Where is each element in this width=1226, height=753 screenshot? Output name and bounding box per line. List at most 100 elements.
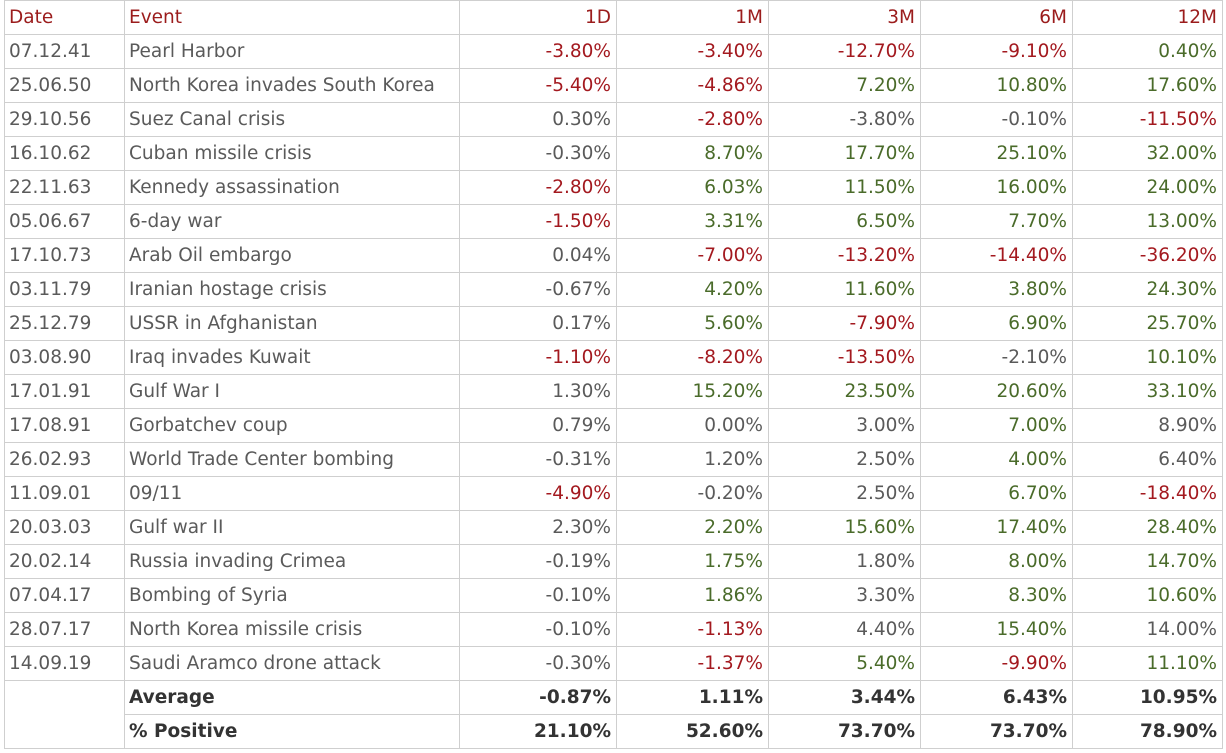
header-date: Date [4, 0, 125, 35]
cell-date: 20.03.03 [4, 510, 125, 545]
cell-m1: 3.31% [616, 204, 769, 239]
cell-m1: -4.86% [616, 68, 769, 103]
cell-date: 05.06.67 [4, 204, 125, 239]
cell-date: 03.11.79 [4, 272, 125, 307]
cell-m12: 0.40% [1072, 34, 1223, 69]
cell-d1: -0.30% [459, 136, 617, 171]
cell-d1: -0.10% [459, 612, 617, 647]
table-row: 29.10.56 Suez Canal crisis 0.30% -2.80% -3.8… [4, 102, 1223, 137]
summary-12m: 10.95% [1072, 680, 1223, 715]
cell-m1: 0.00% [616, 408, 769, 443]
cell-m6: 4.00% [920, 442, 1073, 477]
cell-m1: -2.80% [616, 102, 769, 137]
cell-event: USSR in Afghanistan [124, 306, 460, 341]
cell-event: North Korea invades South Korea [124, 68, 460, 103]
cell-m6: 8.00% [920, 544, 1073, 579]
cell-date: 25.12.79 [4, 306, 125, 341]
table-row: 20.03.03 Gulf war II 2.30% 2.20% 15.60% 17.40… [4, 510, 1223, 545]
table-row: 16.10.62 Cuban missile crisis -0.30% 8.70% 1… [4, 136, 1223, 171]
cell-event: Arab Oil embargo [124, 238, 460, 273]
cell-date: 20.02.14 [4, 544, 125, 579]
cell-m6: -2.10% [920, 340, 1073, 375]
cell-m3: -13.20% [768, 238, 921, 273]
blank-cell [4, 714, 125, 749]
cell-d1: -0.10% [459, 578, 617, 613]
cell-m3: -7.90% [768, 306, 921, 341]
cell-event: Iraq invades Kuwait [124, 340, 460, 375]
cell-d1: -0.67% [459, 272, 617, 307]
cell-date: 17.10.73 [4, 238, 125, 273]
cell-m6: -14.40% [920, 238, 1073, 273]
table-row: 11.09.01 09/11 -4.90% -0.20% 2.50% 6.70% -18.4… [4, 476, 1223, 511]
cell-m6: 7.00% [920, 408, 1073, 443]
cell-date: 25.06.50 [4, 68, 125, 103]
cell-m1: -0.20% [616, 476, 769, 511]
cell-m3: 11.50% [768, 170, 921, 205]
summary-12m: 78.90% [1072, 714, 1223, 749]
cell-event: Saudi Aramco drone attack [124, 646, 460, 681]
cell-m12: 6.40% [1072, 442, 1223, 477]
cell-m3: -3.80% [768, 102, 921, 137]
cell-m3: 11.60% [768, 272, 921, 307]
cell-date: 28.07.17 [4, 612, 125, 647]
cell-m6: 6.90% [920, 306, 1073, 341]
cell-date: 17.08.91 [4, 408, 125, 443]
cell-m1: 6.03% [616, 170, 769, 205]
summary-label: % Positive [124, 714, 460, 749]
cell-m3: 6.50% [768, 204, 921, 239]
cell-m3: -13.50% [768, 340, 921, 375]
geopolitical-events-table: Date Event 1D 1M 3M 6M 12M 07.12.41 Pearl… [4, 0, 1223, 749]
cell-m1: -1.37% [616, 646, 769, 681]
cell-event: Kennedy assassination [124, 170, 460, 205]
cell-d1: 0.04% [459, 238, 617, 273]
summary-row-average: Average -0.87% 1.11% 3.44% 6.43% 10.95% [4, 680, 1223, 715]
cell-m12: 17.60% [1072, 68, 1223, 103]
cell-m3: 2.50% [768, 442, 921, 477]
summary-6m: 73.70% [920, 714, 1073, 749]
table-row: 03.11.79 Iranian hostage crisis -0.67% 4.20… [4, 272, 1223, 307]
table-row: 25.06.50 North Korea invades South Korea -… [4, 68, 1223, 103]
header-1d: 1D [459, 0, 617, 35]
cell-m12: 32.00% [1072, 136, 1223, 171]
cell-m12: 14.00% [1072, 612, 1223, 647]
cell-date: 22.11.63 [4, 170, 125, 205]
table-row: 05.06.67 6-day war -1.50% 3.31% 6.50% 7.70% 13… [4, 204, 1223, 239]
cell-m6: 6.70% [920, 476, 1073, 511]
cell-d1: 0.79% [459, 408, 617, 443]
header-12m: 12M [1072, 0, 1223, 35]
cell-m3: 15.60% [768, 510, 921, 545]
cell-d1: -5.40% [459, 68, 617, 103]
cell-d1: -1.50% [459, 204, 617, 239]
cell-d1: 0.17% [459, 306, 617, 341]
cell-m1: -8.20% [616, 340, 769, 375]
cell-m1: 15.20% [616, 374, 769, 409]
cell-m6: 7.70% [920, 204, 1073, 239]
cell-m3: 2.50% [768, 476, 921, 511]
table-row: 20.02.14 Russia invading Crimea -0.19% 1.75… [4, 544, 1223, 579]
table-row: 28.07.17 North Korea missile crisis -0.10%… [4, 612, 1223, 647]
cell-event: Gulf War I [124, 374, 460, 409]
cell-event: 09/11 [124, 476, 460, 511]
cell-m1: -7.00% [616, 238, 769, 273]
header-row: Date Event 1D 1M 3M 6M 12M [4, 0, 1223, 35]
table-row: 03.08.90 Iraq invades Kuwait -1.10% -8.20% -… [4, 340, 1223, 375]
cell-m1: 1.75% [616, 544, 769, 579]
cell-date: 14.09.19 [4, 646, 125, 681]
cell-event: World Trade Center bombing [124, 442, 460, 477]
cell-date: 07.12.41 [4, 34, 125, 69]
summary-label: Average [124, 680, 460, 715]
summary-1m: 52.60% [616, 714, 769, 749]
cell-d1: -0.19% [459, 544, 617, 579]
cell-event: Cuban missile crisis [124, 136, 460, 171]
cell-m12: -18.40% [1072, 476, 1223, 511]
cell-m6: 25.10% [920, 136, 1073, 171]
table-row: 17.01.91 Gulf War I 1.30% 15.20% 23.50% 20.60… [4, 374, 1223, 409]
cell-m12: 11.10% [1072, 646, 1223, 681]
cell-event: Gorbatchev coup [124, 408, 460, 443]
cell-m6: 10.80% [920, 68, 1073, 103]
cell-date: 16.10.62 [4, 136, 125, 171]
cell-m12: 24.00% [1072, 170, 1223, 205]
header-1m: 1M [616, 0, 769, 35]
summary-1d: 21.10% [459, 714, 617, 749]
cell-d1: -1.10% [459, 340, 617, 375]
